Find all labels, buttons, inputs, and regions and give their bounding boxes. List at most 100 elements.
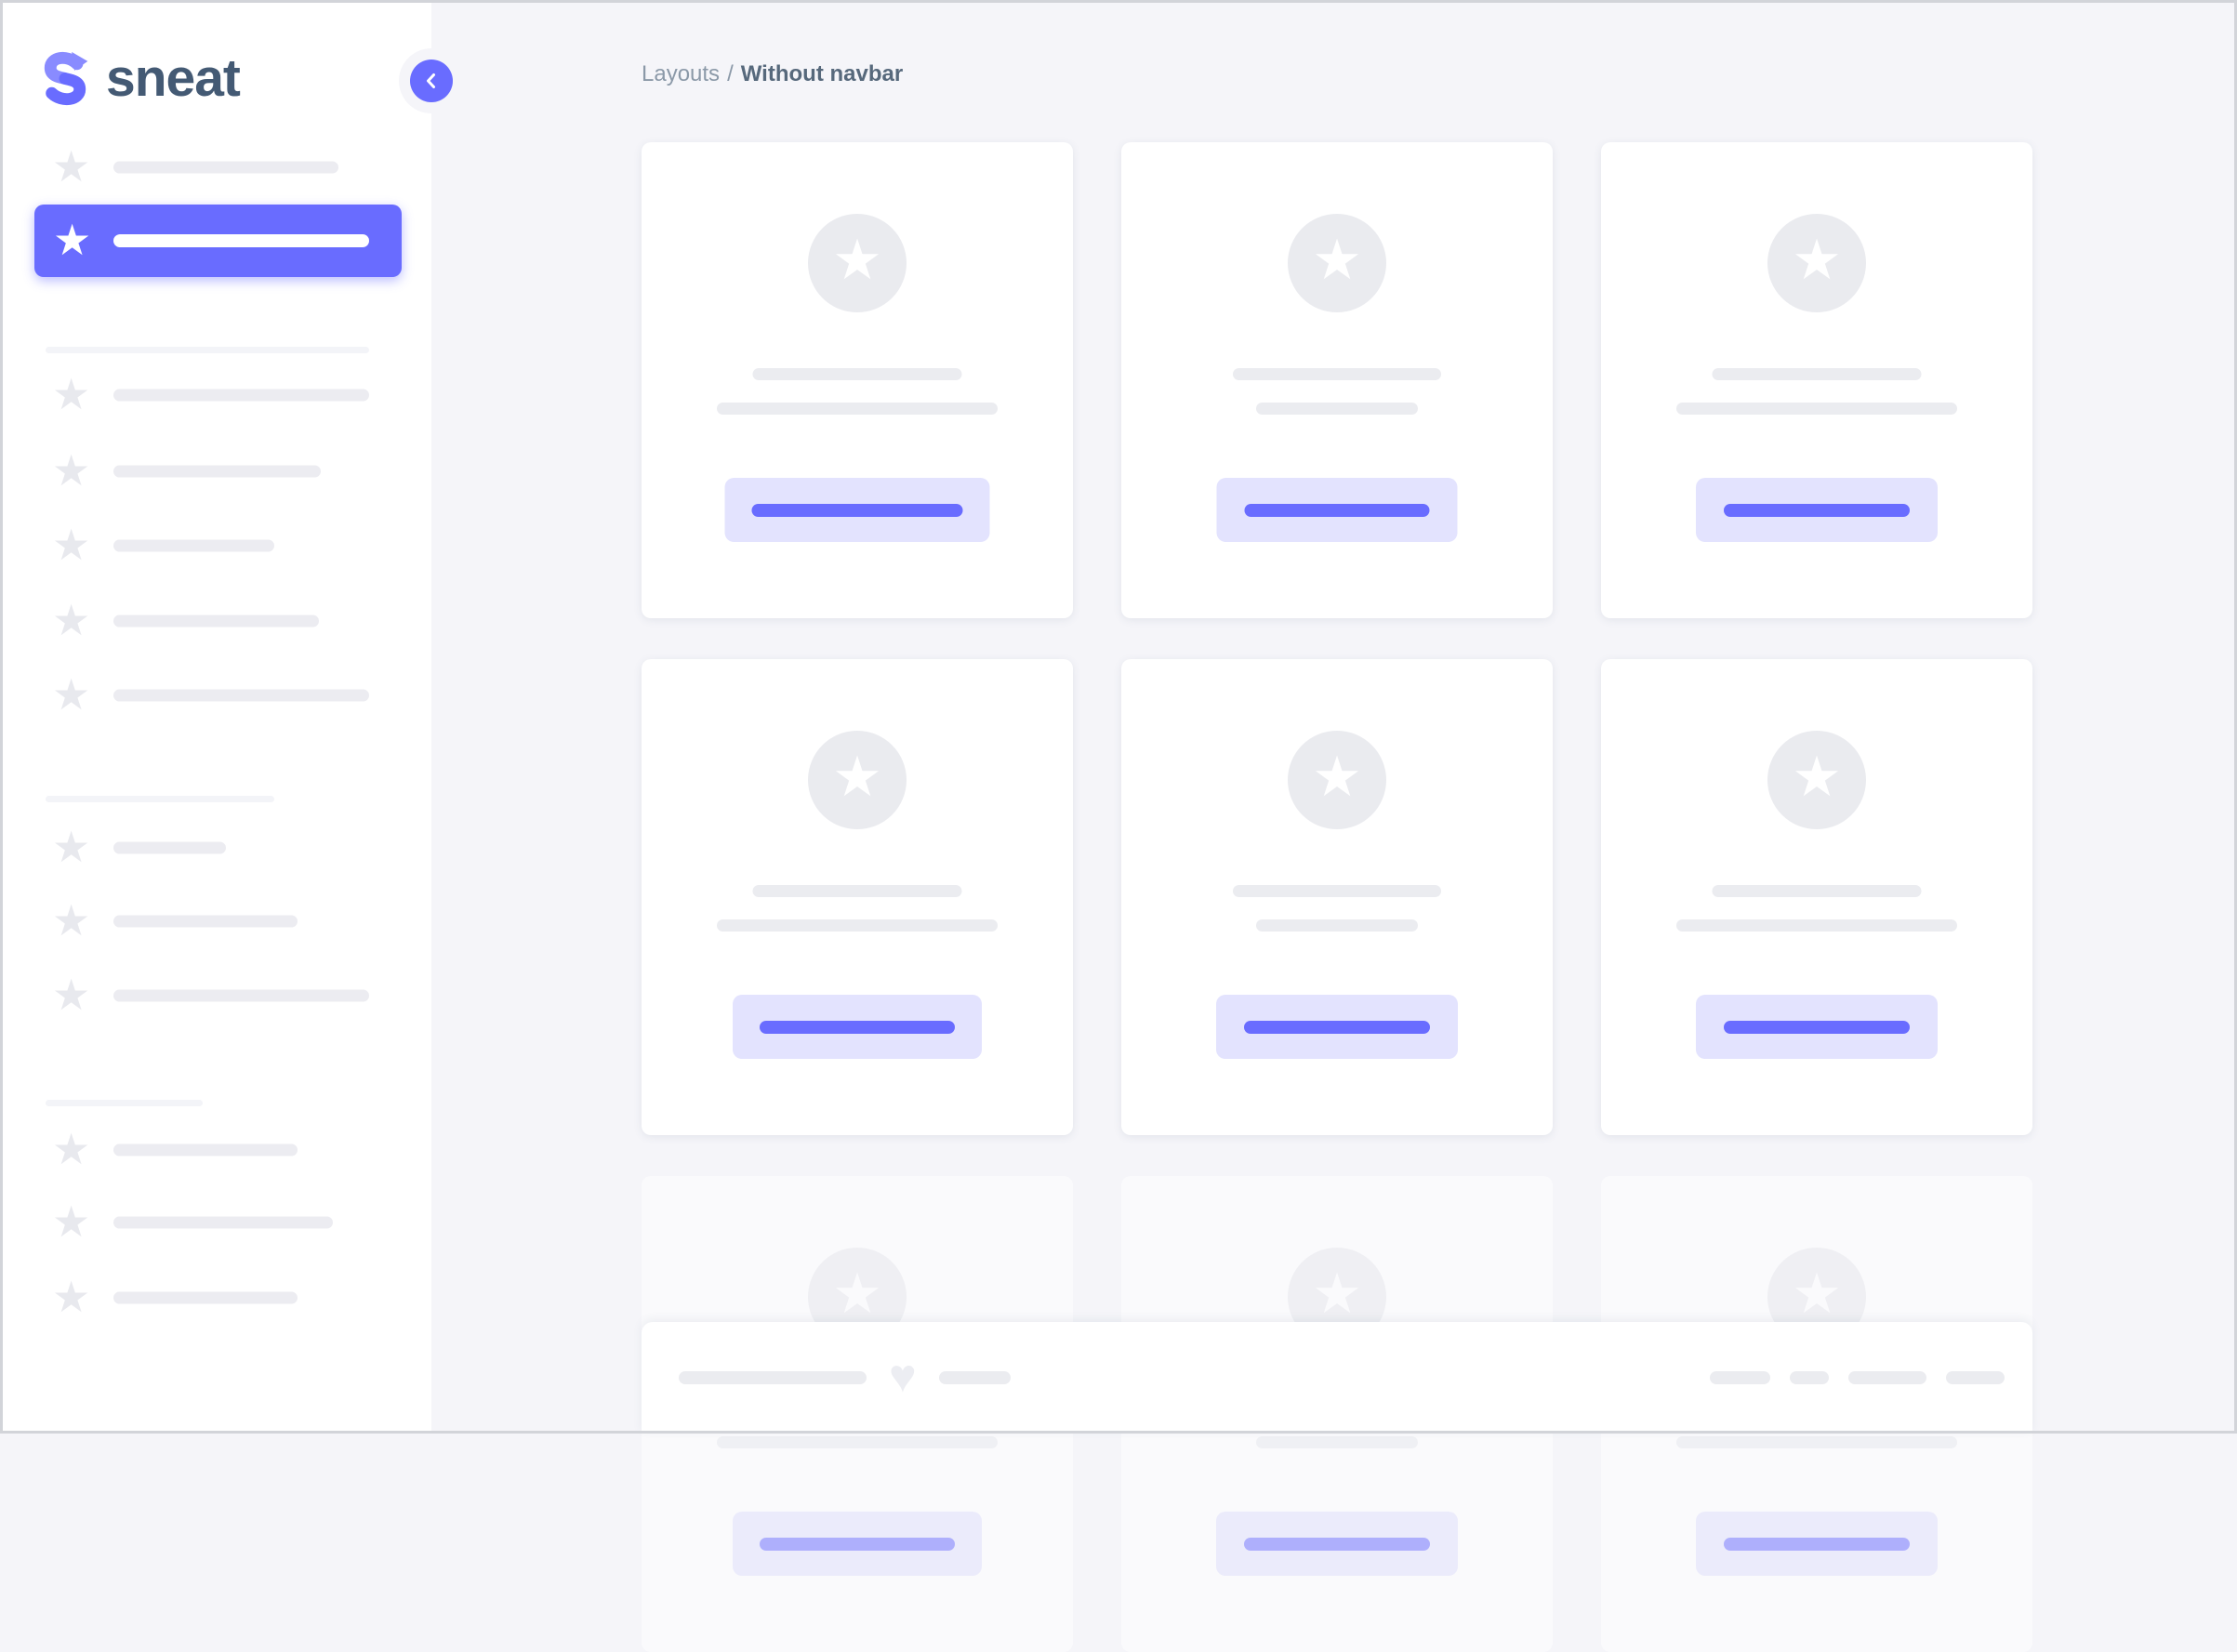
skeleton-line <box>717 403 998 415</box>
avatar-placeholder: ★ <box>1288 214 1386 312</box>
skeleton-bar <box>679 1371 867 1384</box>
skeleton-bar <box>1848 1371 1926 1384</box>
sidebar-menu: ★ ★ ★ ★ ★ ★ ★ ★ ★ ★ ★ ★ ★ <box>0 0 431 1434</box>
star-icon: ★ <box>52 521 91 570</box>
skeleton-line <box>1256 1436 1418 1448</box>
skeleton-line <box>1712 885 1922 897</box>
breadcrumb: Layouts / Without navbar <box>642 59 903 89</box>
star-icon: ★ <box>53 216 92 265</box>
skeleton-line <box>1233 368 1441 380</box>
menu-section-divider <box>46 1100 203 1106</box>
skeleton-line <box>752 368 962 380</box>
skeleton-line <box>1712 368 1922 380</box>
skeleton-line <box>1256 919 1418 932</box>
placeholder-button[interactable] <box>1696 995 1938 1059</box>
heart-icon: ♥ <box>889 1350 917 1402</box>
sidebar-menu-item[interactable]: ★ <box>0 131 431 204</box>
sidebar-menu-item[interactable]: ★ <box>0 1114 431 1186</box>
placeholder-button[interactable] <box>1696 1512 1938 1576</box>
skeleton-bar <box>113 1143 298 1156</box>
placeholder-button[interactable] <box>733 995 982 1059</box>
brand-name: sneat <box>106 48 241 108</box>
menu-section-divider <box>46 347 369 353</box>
skeleton-bar <box>1946 1371 2005 1384</box>
avatar-placeholder: ★ <box>808 214 907 312</box>
skeleton-bar <box>113 1291 298 1304</box>
star-icon: ★ <box>832 1262 882 1325</box>
cards-grid: ★ ★ ★ ★ ★ ★ ★ ★ ★ <box>642 142 2032 1652</box>
placeholder-button[interactable] <box>1216 1512 1458 1576</box>
button-label-placeholder <box>1244 1020 1430 1034</box>
star-icon: ★ <box>52 446 91 496</box>
button-label-placeholder <box>1724 503 1910 517</box>
skeleton-line <box>1233 885 1441 897</box>
avatar-placeholder: ★ <box>808 731 907 829</box>
skeleton-bar <box>113 841 226 854</box>
skeleton-bar <box>1790 1371 1829 1384</box>
star-icon: ★ <box>832 746 882 808</box>
star-icon: ★ <box>52 1197 91 1247</box>
brand: sneat <box>41 33 241 123</box>
sidebar-menu-item[interactable]: ★ <box>0 359 431 431</box>
skeleton-bar <box>113 465 321 478</box>
star-icon: ★ <box>52 596 91 645</box>
button-label-placeholder <box>1244 503 1430 517</box>
menu-section-divider <box>46 796 274 802</box>
skeleton-line <box>1256 403 1418 415</box>
placeholder-card: ★ <box>642 142 1073 618</box>
sidebar-menu-item[interactable]: ★ <box>0 585 431 657</box>
placeholder-button[interactable] <box>724 478 990 542</box>
placeholder-card: ★ <box>1121 142 1553 618</box>
sneat-logo-icon <box>41 49 89 108</box>
skeleton-bar <box>938 1371 1011 1384</box>
skeleton-bar <box>113 539 274 552</box>
skeleton-bar <box>113 689 369 702</box>
star-icon: ★ <box>1792 1262 1842 1325</box>
sidebar-collapse-button[interactable] <box>410 59 453 102</box>
star-icon: ★ <box>1792 746 1842 808</box>
sidebar-menu-item-active[interactable]: ★ <box>34 205 402 277</box>
skeleton-bar <box>113 989 369 1002</box>
avatar-placeholder: ★ <box>1767 731 1866 829</box>
skeleton-bar <box>113 615 319 628</box>
placeholder-button[interactable] <box>733 1512 982 1576</box>
sidebar-menu-item[interactable]: ★ <box>0 435 431 508</box>
placeholder-button[interactable] <box>1216 478 1458 542</box>
star-icon: ★ <box>52 823 91 872</box>
placeholder-card: ★ <box>642 659 1073 1135</box>
sidebar-menu-item[interactable]: ★ <box>0 1262 431 1334</box>
skeleton-bar <box>113 915 298 928</box>
skeleton-line <box>1676 1436 1957 1448</box>
sidebar-menu-item[interactable]: ★ <box>0 659 431 732</box>
star-icon: ★ <box>1312 229 1362 291</box>
placeholder-card: ★ <box>1601 659 2032 1135</box>
button-label-placeholder <box>1724 1020 1910 1034</box>
skeleton-bar <box>113 234 369 247</box>
button-label-placeholder <box>751 503 963 517</box>
sidebar-menu-item[interactable]: ★ <box>0 812 431 884</box>
sidebar: sneat ★ ★ ★ ★ ★ ★ ★ ★ ★ ★ ★ ★ ★ <box>0 0 431 1434</box>
button-label-placeholder <box>760 1020 955 1034</box>
star-icon: ★ <box>1792 229 1842 291</box>
breadcrumb-link-layouts[interactable]: Layouts <box>642 61 721 86</box>
star-icon: ★ <box>52 370 91 419</box>
chevron-left-icon <box>420 70 443 92</box>
sidebar-menu-item[interactable]: ★ <box>0 959 431 1032</box>
button-label-placeholder <box>760 1537 955 1551</box>
skeleton-bar <box>1710 1371 1770 1384</box>
sidebar-menu-item[interactable]: ★ <box>0 509 431 582</box>
sidebar-menu-item[interactable]: ★ <box>0 1186 431 1259</box>
sidebar-menu-item[interactable]: ★ <box>0 885 431 958</box>
placeholder-button[interactable] <box>1216 995 1458 1059</box>
star-icon: ★ <box>832 229 882 291</box>
placeholder-button[interactable] <box>1696 478 1938 542</box>
skeleton-line <box>1676 919 1957 932</box>
breadcrumb-current: Without navbar <box>740 61 904 86</box>
skeleton-line <box>752 885 962 897</box>
bottom-navbar: ♥ <box>642 1322 2032 1434</box>
skeleton-bar <box>113 161 338 174</box>
star-icon: ★ <box>52 1125 91 1174</box>
button-label-placeholder <box>1244 1537 1430 1551</box>
button-label-placeholder <box>1724 1537 1910 1551</box>
skeleton-line <box>717 919 998 932</box>
